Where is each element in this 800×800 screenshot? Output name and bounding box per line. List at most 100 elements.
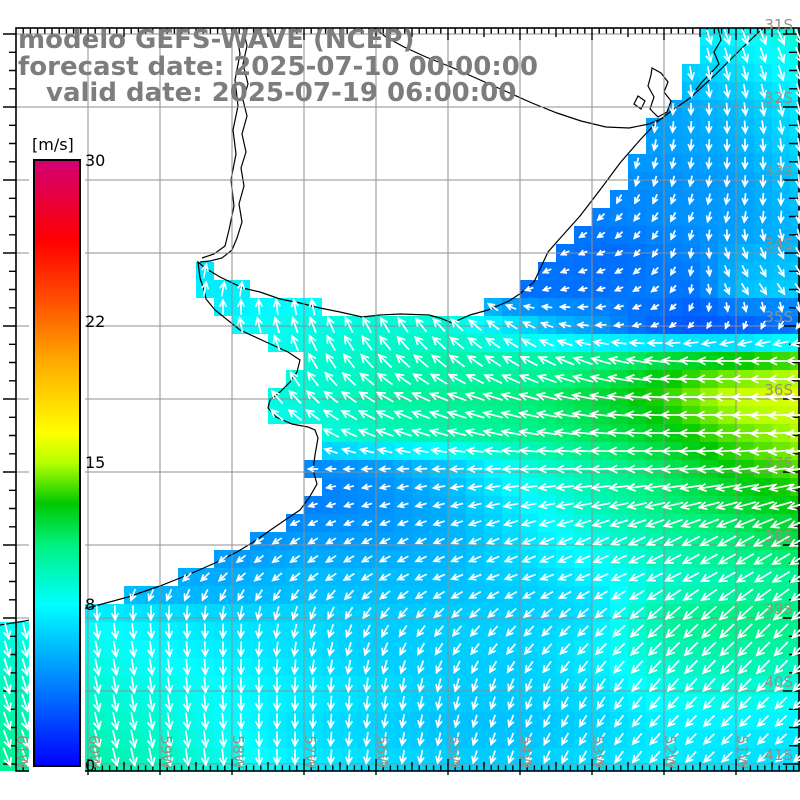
river-line xyxy=(695,27,722,91)
lon-label-61W: 61W xyxy=(13,735,31,769)
lon-label-59W: 59W xyxy=(157,735,175,769)
wind-cell xyxy=(754,766,772,771)
wind-cell xyxy=(0,712,16,730)
wind-cell xyxy=(664,766,682,771)
wind-cell xyxy=(376,766,394,771)
wind-cell xyxy=(790,172,800,190)
lat-label-36S: 36S xyxy=(764,381,793,399)
wind-cell xyxy=(790,46,800,64)
valid-date-line: valid date: 2025-07-19 06:00:00 xyxy=(46,78,516,108)
lagoon xyxy=(647,67,672,118)
wind-cell xyxy=(790,100,800,118)
river-line xyxy=(373,27,664,129)
wind-cell xyxy=(556,766,574,771)
lat-label-31S: 31S xyxy=(764,16,793,34)
lon-label-58W: 58W xyxy=(229,735,247,769)
lon-label-51W: 51W xyxy=(733,735,751,769)
wind-cell xyxy=(466,766,484,771)
colorbar-tick-0: 0 xyxy=(85,756,95,775)
wind-cell xyxy=(772,766,790,771)
wind-cell xyxy=(0,676,16,694)
colorbar-unit-label: [m/s] xyxy=(32,135,74,154)
wind-cell xyxy=(484,766,502,771)
wind-direction-arrows xyxy=(2,28,800,768)
lat-label-34S: 34S xyxy=(764,235,793,253)
wind-cell xyxy=(790,118,800,136)
wind-cell xyxy=(790,316,800,334)
wind-arrows-layer xyxy=(2,28,800,768)
lon-label-53W: 53W xyxy=(589,735,607,769)
wind-cell xyxy=(790,28,800,46)
lat-label-38S: 38S xyxy=(764,527,793,545)
lon-label-56W: 56W xyxy=(373,735,391,769)
lat-label-33S: 33S xyxy=(764,162,793,180)
wind-cell xyxy=(232,766,250,771)
colorbar: [m/s] 30 22 15 8 0 xyxy=(29,133,105,775)
wind-cell xyxy=(628,766,646,771)
map-frame-layer xyxy=(3,27,800,775)
wind-cell xyxy=(214,766,232,771)
lon-label-55W: 55W xyxy=(445,735,463,769)
colorbar-tick-22: 22 xyxy=(85,312,105,331)
river-line xyxy=(201,27,241,259)
wind-cell xyxy=(790,550,800,568)
lon-label-52W: 52W xyxy=(661,735,679,769)
colorbar-tick-30: 30 xyxy=(85,151,105,170)
colorbar-tick-8: 8 xyxy=(85,595,95,614)
wind-cell xyxy=(790,82,800,100)
wind-cell xyxy=(0,658,16,676)
lat-label-35S: 35S xyxy=(764,308,793,326)
wind-cell xyxy=(0,694,16,712)
wind-cell xyxy=(394,766,412,771)
wind-cell xyxy=(790,298,800,316)
title-block: modelo GEFS-WAVE (NCEP) forecast date: 2… xyxy=(18,25,538,108)
lat-label-37S: 37S xyxy=(764,454,793,472)
lon-label-54W: 54W xyxy=(517,735,535,769)
wind-cell xyxy=(538,766,556,771)
wind-cell xyxy=(412,766,430,771)
wind-cell xyxy=(700,766,718,771)
wind-cell xyxy=(250,766,268,771)
lon-label-60W: 60W xyxy=(85,735,103,769)
wind-cell xyxy=(790,766,800,771)
wind-cell xyxy=(0,748,16,766)
wind-cell xyxy=(520,766,538,771)
wind-cell xyxy=(178,766,196,771)
wind-cell xyxy=(160,766,178,771)
wind-cell xyxy=(682,766,700,771)
wind-cell xyxy=(286,766,304,771)
forecast-date-line: forecast date: 2025-07-10 00:00:00 xyxy=(18,52,538,82)
model-title: modelo GEFS-WAVE (NCEP) xyxy=(18,25,414,55)
wind-cell xyxy=(502,766,520,771)
lat-label-39S: 39S xyxy=(764,600,793,618)
wind-cell xyxy=(196,766,214,771)
wind-cell xyxy=(0,730,16,748)
wind-cell xyxy=(610,766,628,771)
wind-cell xyxy=(790,532,800,550)
lon-label-57W: 57W xyxy=(301,735,319,769)
colorbar-gradient xyxy=(33,159,81,767)
wind-cell xyxy=(430,766,448,771)
frame-tick-marks xyxy=(3,28,799,775)
colorbar-tick-15: 15 xyxy=(85,453,105,472)
wind-cell xyxy=(790,154,800,172)
wind-cell xyxy=(736,766,754,771)
wind-cell xyxy=(304,766,322,771)
wind-cell xyxy=(106,766,124,771)
wind-cell xyxy=(88,766,106,771)
lagoon xyxy=(633,95,646,110)
lat-label-32S: 32S xyxy=(764,89,793,107)
wind-cell xyxy=(790,496,800,514)
axis-labels-layer: 31S 32S 33S 34S 35S 36S 37S 38S 39S 40S 41S 61W 60W 5… xyxy=(13,16,793,769)
wind-cell xyxy=(592,766,610,771)
lat-label-40S: 40S xyxy=(764,673,793,691)
wind-cell xyxy=(268,766,286,771)
wind-cell xyxy=(718,766,736,771)
wind-cell xyxy=(574,766,592,771)
wind-cell xyxy=(16,766,34,771)
wind-cell xyxy=(0,766,16,771)
wind-cell xyxy=(646,766,664,771)
wind-cell xyxy=(790,136,800,154)
